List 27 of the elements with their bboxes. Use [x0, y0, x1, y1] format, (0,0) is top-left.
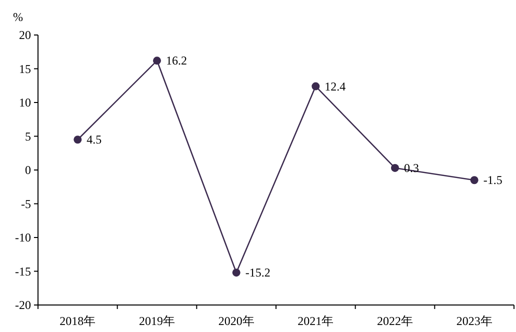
point — [470, 176, 478, 184]
x-tick-label: 2023年 — [456, 314, 492, 328]
y-tick-label: 0 — [25, 163, 31, 177]
point — [391, 164, 399, 172]
y-tick-label: 10 — [19, 96, 31, 110]
data-label: 4.5 — [86, 132, 102, 147]
data-label: -15.2 — [245, 266, 270, 280]
y-tick-label: 20 — [19, 28, 31, 42]
y-tick-label: -15 — [15, 264, 31, 278]
y-tick-label: -5 — [21, 196, 31, 211]
y-tick-label: -20 — [15, 298, 31, 312]
point — [312, 82, 320, 90]
y-tick-label: -10 — [15, 230, 31, 244]
point — [74, 136, 82, 144]
y-tick-label: 5 — [25, 129, 31, 144]
y-tick-label: 15 — [19, 62, 31, 76]
data-label: 12.4 — [324, 79, 346, 94]
x-tick-label: 2022年 — [377, 314, 413, 328]
x-tick-label: 2019年 — [139, 314, 175, 328]
point — [153, 56, 161, 65]
x-tick-label: 2021年 — [298, 314, 334, 328]
data-label: 16.2 — [166, 54, 187, 68]
x-tick-label: 2018年 — [60, 314, 96, 328]
x-tick-label: 2020年 — [218, 314, 254, 328]
y-axis-title: % — [13, 10, 23, 24]
point — [232, 268, 240, 277]
data-label: -1.5 — [483, 173, 502, 188]
